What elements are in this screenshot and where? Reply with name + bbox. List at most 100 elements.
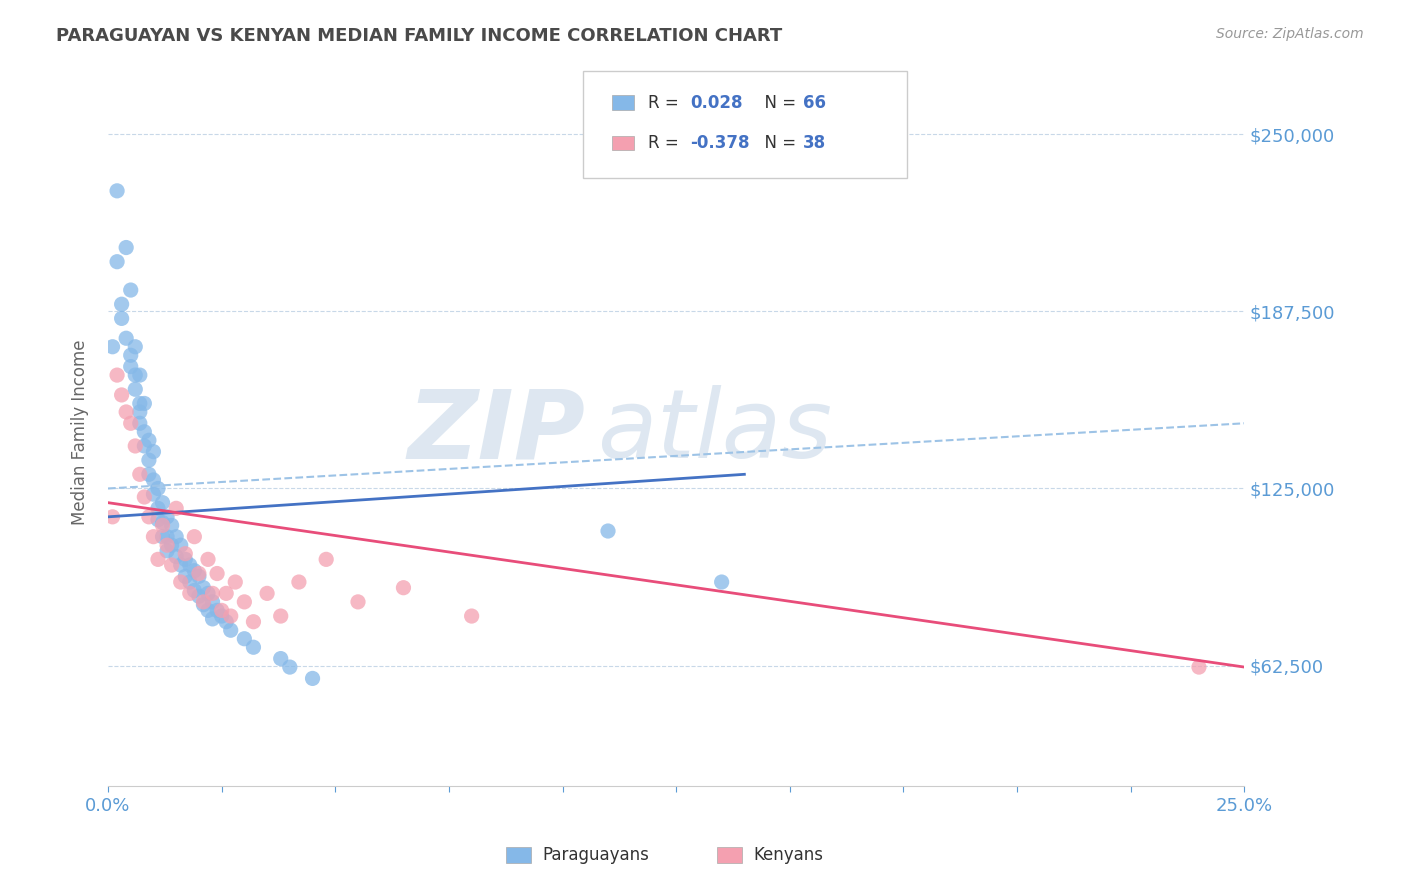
Point xyxy=(115,405,138,419)
Point xyxy=(197,552,219,566)
Point xyxy=(120,359,142,374)
Point xyxy=(115,240,138,254)
Point xyxy=(201,612,224,626)
Point xyxy=(1188,660,1211,674)
Point xyxy=(124,368,146,383)
Point xyxy=(205,566,228,581)
Point xyxy=(179,558,201,572)
Point xyxy=(315,552,337,566)
Point xyxy=(138,509,160,524)
Point xyxy=(179,586,201,600)
Point xyxy=(146,501,169,516)
Y-axis label: Median Family Income: Median Family Income xyxy=(72,339,89,524)
Point xyxy=(138,467,160,482)
Text: Source: ZipAtlas.com: Source: ZipAtlas.com xyxy=(1216,27,1364,41)
Point xyxy=(142,530,165,544)
Point xyxy=(156,509,179,524)
Point xyxy=(242,640,264,655)
Point xyxy=(156,544,179,558)
Point xyxy=(596,524,619,538)
Text: ZIP: ZIP xyxy=(408,385,585,478)
Point xyxy=(174,552,197,566)
Point xyxy=(193,581,215,595)
Point xyxy=(183,583,205,598)
Point xyxy=(187,589,209,603)
Point xyxy=(134,439,156,453)
Point xyxy=(187,566,209,581)
Text: 38: 38 xyxy=(803,134,825,152)
Point xyxy=(460,609,482,624)
Point xyxy=(174,569,197,583)
Text: R =: R = xyxy=(648,134,685,152)
Point xyxy=(138,434,160,448)
Point xyxy=(165,530,187,544)
Point xyxy=(270,609,292,624)
Point xyxy=(242,615,264,629)
Point xyxy=(128,467,150,482)
Point xyxy=(142,444,165,458)
Point xyxy=(224,575,246,590)
Point xyxy=(134,490,156,504)
Point xyxy=(183,530,205,544)
Point xyxy=(187,569,209,583)
Point xyxy=(170,558,193,572)
Point xyxy=(219,624,242,638)
Point xyxy=(124,382,146,396)
Point xyxy=(233,632,256,646)
Point xyxy=(205,603,228,617)
Text: PARAGUAYAN VS KENYAN MEDIAN FAMILY INCOME CORRELATION CHART: PARAGUAYAN VS KENYAN MEDIAN FAMILY INCOM… xyxy=(56,27,783,45)
Point xyxy=(288,575,311,590)
Point xyxy=(101,340,124,354)
Point xyxy=(183,564,205,578)
Point xyxy=(270,651,292,665)
Point xyxy=(215,615,238,629)
Point xyxy=(124,439,146,453)
Point xyxy=(128,417,150,431)
Point xyxy=(160,518,183,533)
Point xyxy=(392,581,415,595)
Point xyxy=(152,530,174,544)
Point xyxy=(278,660,301,674)
Point xyxy=(219,609,242,624)
Point xyxy=(142,487,165,501)
Text: N =: N = xyxy=(754,94,801,112)
Point xyxy=(156,538,179,552)
Point xyxy=(146,552,169,566)
Point xyxy=(160,538,183,552)
Point xyxy=(193,598,215,612)
Point xyxy=(710,575,733,590)
Text: R =: R = xyxy=(648,94,689,112)
Point xyxy=(170,575,193,590)
Text: -0.378: -0.378 xyxy=(690,134,749,152)
Point xyxy=(105,254,128,268)
Point xyxy=(142,473,165,487)
Point xyxy=(201,595,224,609)
Text: Paraguayans: Paraguayans xyxy=(543,846,650,863)
Point xyxy=(170,538,193,552)
Point xyxy=(211,603,233,617)
Point xyxy=(301,672,323,686)
Point xyxy=(165,501,187,516)
Point xyxy=(233,595,256,609)
Point xyxy=(111,311,134,326)
Text: atlas: atlas xyxy=(596,385,831,478)
Point xyxy=(160,558,183,572)
Point xyxy=(111,297,134,311)
Point xyxy=(128,405,150,419)
Point xyxy=(146,482,169,496)
Point xyxy=(105,184,128,198)
Point xyxy=(115,331,138,345)
Point xyxy=(128,368,150,383)
Point xyxy=(197,586,219,600)
Point xyxy=(201,586,224,600)
Text: 0.028: 0.028 xyxy=(690,94,742,112)
Point xyxy=(179,575,201,590)
Point xyxy=(347,595,370,609)
Point xyxy=(152,516,174,530)
Point xyxy=(120,283,142,297)
Point xyxy=(134,396,156,410)
Point xyxy=(120,417,142,431)
Point xyxy=(101,509,124,524)
Point xyxy=(193,595,215,609)
Text: 66: 66 xyxy=(803,94,825,112)
